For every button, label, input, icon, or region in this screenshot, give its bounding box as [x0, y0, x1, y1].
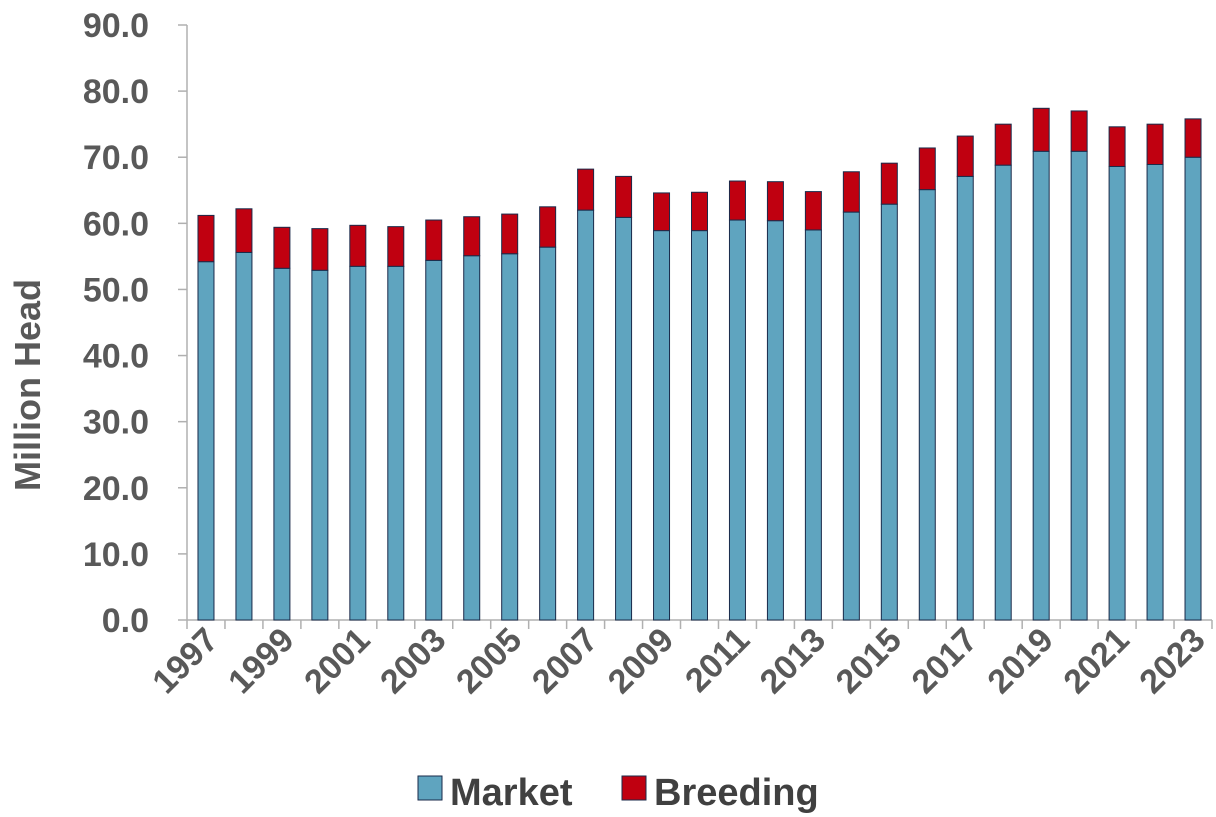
- bar-market-2021: [1108, 165, 1126, 621]
- bar-breeding-2012: [766, 181, 784, 222]
- y-tick-label: 40.0: [83, 338, 149, 376]
- bar-breeding-2009: [653, 192, 671, 232]
- bar-market-2003: [425, 259, 443, 621]
- x-tick-label: 2011: [678, 621, 757, 700]
- bar-breeding-2011: [728, 180, 746, 221]
- bar-market-2018: [994, 164, 1012, 621]
- bar-breeding-2006: [539, 206, 557, 248]
- y-tick-label: 20.0: [83, 470, 149, 508]
- bar-breeding-2017: [956, 135, 974, 177]
- legend: Market Breeding: [417, 772, 819, 814]
- bar-market-2005: [501, 253, 519, 621]
- x-tick-label: 2005: [449, 621, 529, 701]
- x-tick-label: 2003: [373, 621, 453, 701]
- y-tick-label: 50.0: [83, 271, 149, 309]
- bar-market-2022: [1146, 163, 1164, 621]
- bar-market-2000: [311, 269, 329, 621]
- bar-market-2008: [615, 216, 633, 621]
- y-tick-label: 60.0: [83, 205, 149, 243]
- bars: [197, 107, 1202, 621]
- bar-breeding-1998: [235, 208, 253, 253]
- bar-market-2013: [804, 229, 822, 621]
- y-tick-label: 80.0: [83, 73, 149, 111]
- bar-market-1998: [235, 251, 253, 621]
- y-axis: 0.0 10.0 20.0 30.0 40.0 50.0 60.0 70.0 80.0 90.0: [83, 7, 188, 640]
- bar-market-2016: [918, 189, 936, 621]
- bar-breeding-2013: [804, 191, 822, 231]
- legend-swatch-market: [417, 775, 443, 801]
- bar-breeding-2023: [1184, 118, 1202, 158]
- bar-market-1997: [197, 261, 215, 621]
- bar-breeding-2021: [1108, 126, 1126, 167]
- bar-market-2009: [653, 230, 671, 621]
- bar-breeding-2019: [1032, 107, 1050, 152]
- x-tick-label: 1999: [221, 621, 301, 701]
- bar-market-2001: [349, 265, 367, 621]
- bar-breeding-2010: [691, 191, 708, 232]
- x-tick-label: 2001: [297, 621, 377, 701]
- bar-market-2006: [539, 246, 557, 621]
- bar-market-2017: [956, 175, 974, 621]
- x-tick-label: 2023: [1132, 621, 1212, 701]
- bar-breeding-2005: [501, 213, 519, 255]
- bar-market-2011: [728, 219, 746, 621]
- x-tick-label: 1997: [145, 621, 225, 701]
- legend-label-market: Market: [450, 772, 573, 814]
- bar-breeding-2002: [387, 226, 405, 267]
- x-tick-label: 2007: [525, 621, 605, 701]
- bar-breeding-2018: [994, 123, 1012, 166]
- legend-swatch-breeding: [621, 775, 647, 801]
- x-axis: 1997199920012003200520072009201120132015…: [145, 619, 1213, 701]
- bar-market-2004: [463, 255, 481, 621]
- bar-breeding-2003: [425, 219, 443, 261]
- bar-breeding-2004: [463, 216, 481, 257]
- bar-breeding-2022: [1146, 123, 1164, 165]
- x-tick-label: 2019: [980, 621, 1060, 701]
- x-tick-label: 2009: [601, 621, 681, 701]
- x-tick-label: 2015: [829, 621, 909, 701]
- bar-market-2007: [577, 209, 595, 621]
- y-tick-label: 30.0: [83, 404, 149, 442]
- y-tick-label: 70.0: [83, 139, 149, 177]
- bar-market-2002: [387, 265, 405, 621]
- bar-market-2019: [1032, 150, 1050, 621]
- y-tick-label: 0.0: [102, 602, 149, 640]
- bar-breeding-2000: [311, 228, 329, 271]
- bar-breeding-2016: [918, 147, 936, 191]
- bar-market-2014: [842, 211, 860, 621]
- bar-market-2010: [691, 230, 708, 621]
- bar-market-1999: [273, 267, 291, 621]
- y-tick-label: 90.0: [83, 7, 149, 45]
- bar-market-2023: [1184, 156, 1202, 621]
- bar-market-2012: [766, 220, 784, 621]
- y-tick-label: 10.0: [83, 536, 149, 574]
- bar-breeding-1997: [197, 214, 215, 263]
- bar-breeding-2008: [615, 175, 633, 218]
- legend-label-breeding: Breeding: [654, 772, 819, 814]
- bar-breeding-2015: [880, 162, 898, 205]
- bar-market-2020: [1070, 150, 1088, 621]
- bar-market-2015: [880, 203, 898, 621]
- bar-breeding-2007: [577, 168, 595, 211]
- x-tick-label: 2017: [905, 621, 985, 701]
- bar-breeding-2020: [1070, 110, 1088, 152]
- bar-breeding-2001: [349, 224, 367, 267]
- bar-breeding-1999: [273, 226, 291, 269]
- y-axis-title: Million Head: [7, 279, 48, 491]
- x-tick-label: 2021: [1056, 621, 1136, 701]
- x-tick-label: 2013: [753, 621, 833, 701]
- bar-breeding-2014: [842, 171, 860, 213]
